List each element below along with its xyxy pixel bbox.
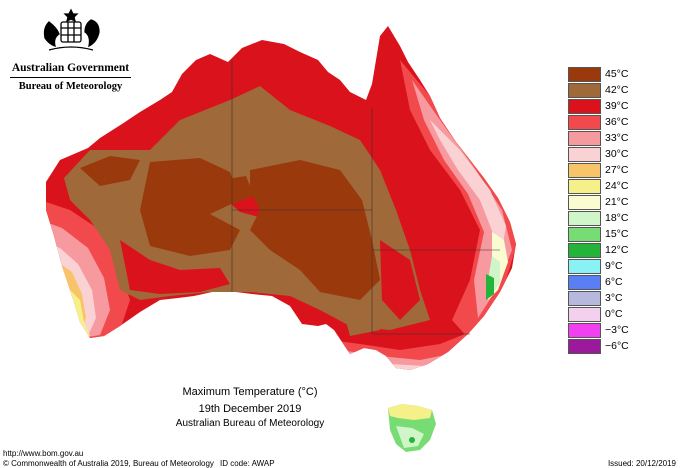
legend-label: 27°C: [605, 164, 629, 176]
legend-item: −3°C: [568, 322, 648, 338]
temperature-legend: 45°C 42°C 39°C 36°C 33°C 30°C 27°C 24°C 21°C 18°C…: [568, 66, 648, 354]
legend-swatch: [568, 274, 601, 290]
legend-item: 27°C: [568, 162, 648, 178]
coat-of-arms-icon: [43, 8, 100, 51]
legend-label: 24°C: [605, 180, 629, 192]
legend-item: 15°C: [568, 226, 648, 242]
legend-swatch: [568, 114, 601, 130]
legend-item: −6°C: [568, 338, 648, 354]
legend-label: 18°C: [605, 212, 629, 224]
legend-swatch: [568, 210, 601, 226]
legend-label: 39°C: [605, 100, 629, 112]
zone-east-33: [412, 80, 512, 318]
zone-interior-45d: [220, 176, 254, 204]
legend-item: 21°C: [568, 194, 648, 210]
agency-header: Australian Government Bureau of Meteorol…: [8, 8, 133, 92]
legend-label: 21°C: [605, 196, 629, 208]
legend-item: 18°C: [568, 210, 648, 226]
legend-item: 42°C: [568, 82, 648, 98]
legend-swatch: [568, 66, 601, 82]
legend-label: 3°C: [605, 292, 623, 304]
legend-item: 12°C: [568, 242, 648, 258]
legend-swatch: [568, 322, 601, 338]
zone-interior-45a: [140, 158, 240, 256]
legend-item: 39°C: [568, 98, 648, 114]
legend-item: 30°C: [568, 146, 648, 162]
legend-label: 0°C: [605, 308, 623, 320]
legend-label: 9°C: [605, 260, 623, 272]
legend-swatch: [568, 290, 601, 306]
legend-label: 12°C: [605, 244, 629, 256]
legend-item: 45°C: [568, 66, 648, 82]
legend-label: 6°C: [605, 276, 623, 288]
footer-id-code: ID code: AWAP: [220, 459, 275, 468]
footer-url-link[interactable]: http://www.bom.gov.au: [3, 449, 84, 458]
map-title: Maximum Temperature (°C): [182, 386, 318, 398]
zone-interior-39c: [380, 240, 420, 320]
legend-swatch: [568, 130, 601, 146]
legend-label: 30°C: [605, 148, 629, 160]
legend-swatch: [568, 338, 601, 354]
zone-interior-42b: [340, 300, 380, 336]
header-divider: [10, 77, 131, 78]
legend-swatch: [568, 306, 601, 322]
zone-interior-39a: [120, 240, 230, 294]
government-title: Australian Government: [11, 62, 130, 74]
legend-swatch: [568, 146, 601, 162]
bureau-title: Bureau of Meteorology: [18, 81, 123, 92]
footer-copyright: © Commonwealth of Australia 2019, Bureau…: [3, 459, 214, 468]
zone-east-30: [430, 120, 506, 282]
legend-label: 45°C: [605, 68, 629, 80]
zone-south-24: [358, 364, 390, 370]
legend-swatch: [568, 162, 601, 178]
legend-swatch: [568, 178, 601, 194]
legend-swatch: [568, 194, 601, 210]
legend-swatch: [568, 82, 601, 98]
legend-label: −6°C: [605, 340, 629, 352]
zone-east-18: [486, 274, 494, 300]
zone-sw-24: [70, 290, 90, 340]
legend-item: 3°C: [568, 290, 648, 306]
map-date: 19th December 2019: [198, 403, 302, 415]
legend-label: 33°C: [605, 132, 629, 144]
legend-item: 36°C: [568, 114, 648, 130]
legend-item: 9°C: [568, 258, 648, 274]
legend-swatch: [568, 242, 601, 258]
legend-item: 6°C: [568, 274, 648, 290]
legend-item: 24°C: [568, 178, 648, 194]
legend-swatch: [568, 226, 601, 242]
zone-interior-45b: [250, 160, 380, 300]
legend-label: 36°C: [605, 116, 629, 128]
legend-label: 15°C: [605, 228, 629, 240]
state-borders: [231, 60, 500, 335]
footer-issued-date: Issued: 20/12/2019: [607, 459, 676, 468]
legend-label: −3°C: [605, 324, 629, 336]
zone-interior-45c: [80, 156, 140, 186]
map-caption: Maximum Temperature (°C) 19th December 2…: [150, 386, 350, 429]
legend-label: 42°C: [605, 84, 629, 96]
legend-item: 33°C: [568, 130, 648, 146]
legend-swatch: [568, 98, 601, 114]
map-organisation: Australian Bureau of Meteorology: [175, 418, 325, 429]
legend-swatch: [568, 258, 601, 274]
legend-item: 0°C: [568, 306, 648, 322]
